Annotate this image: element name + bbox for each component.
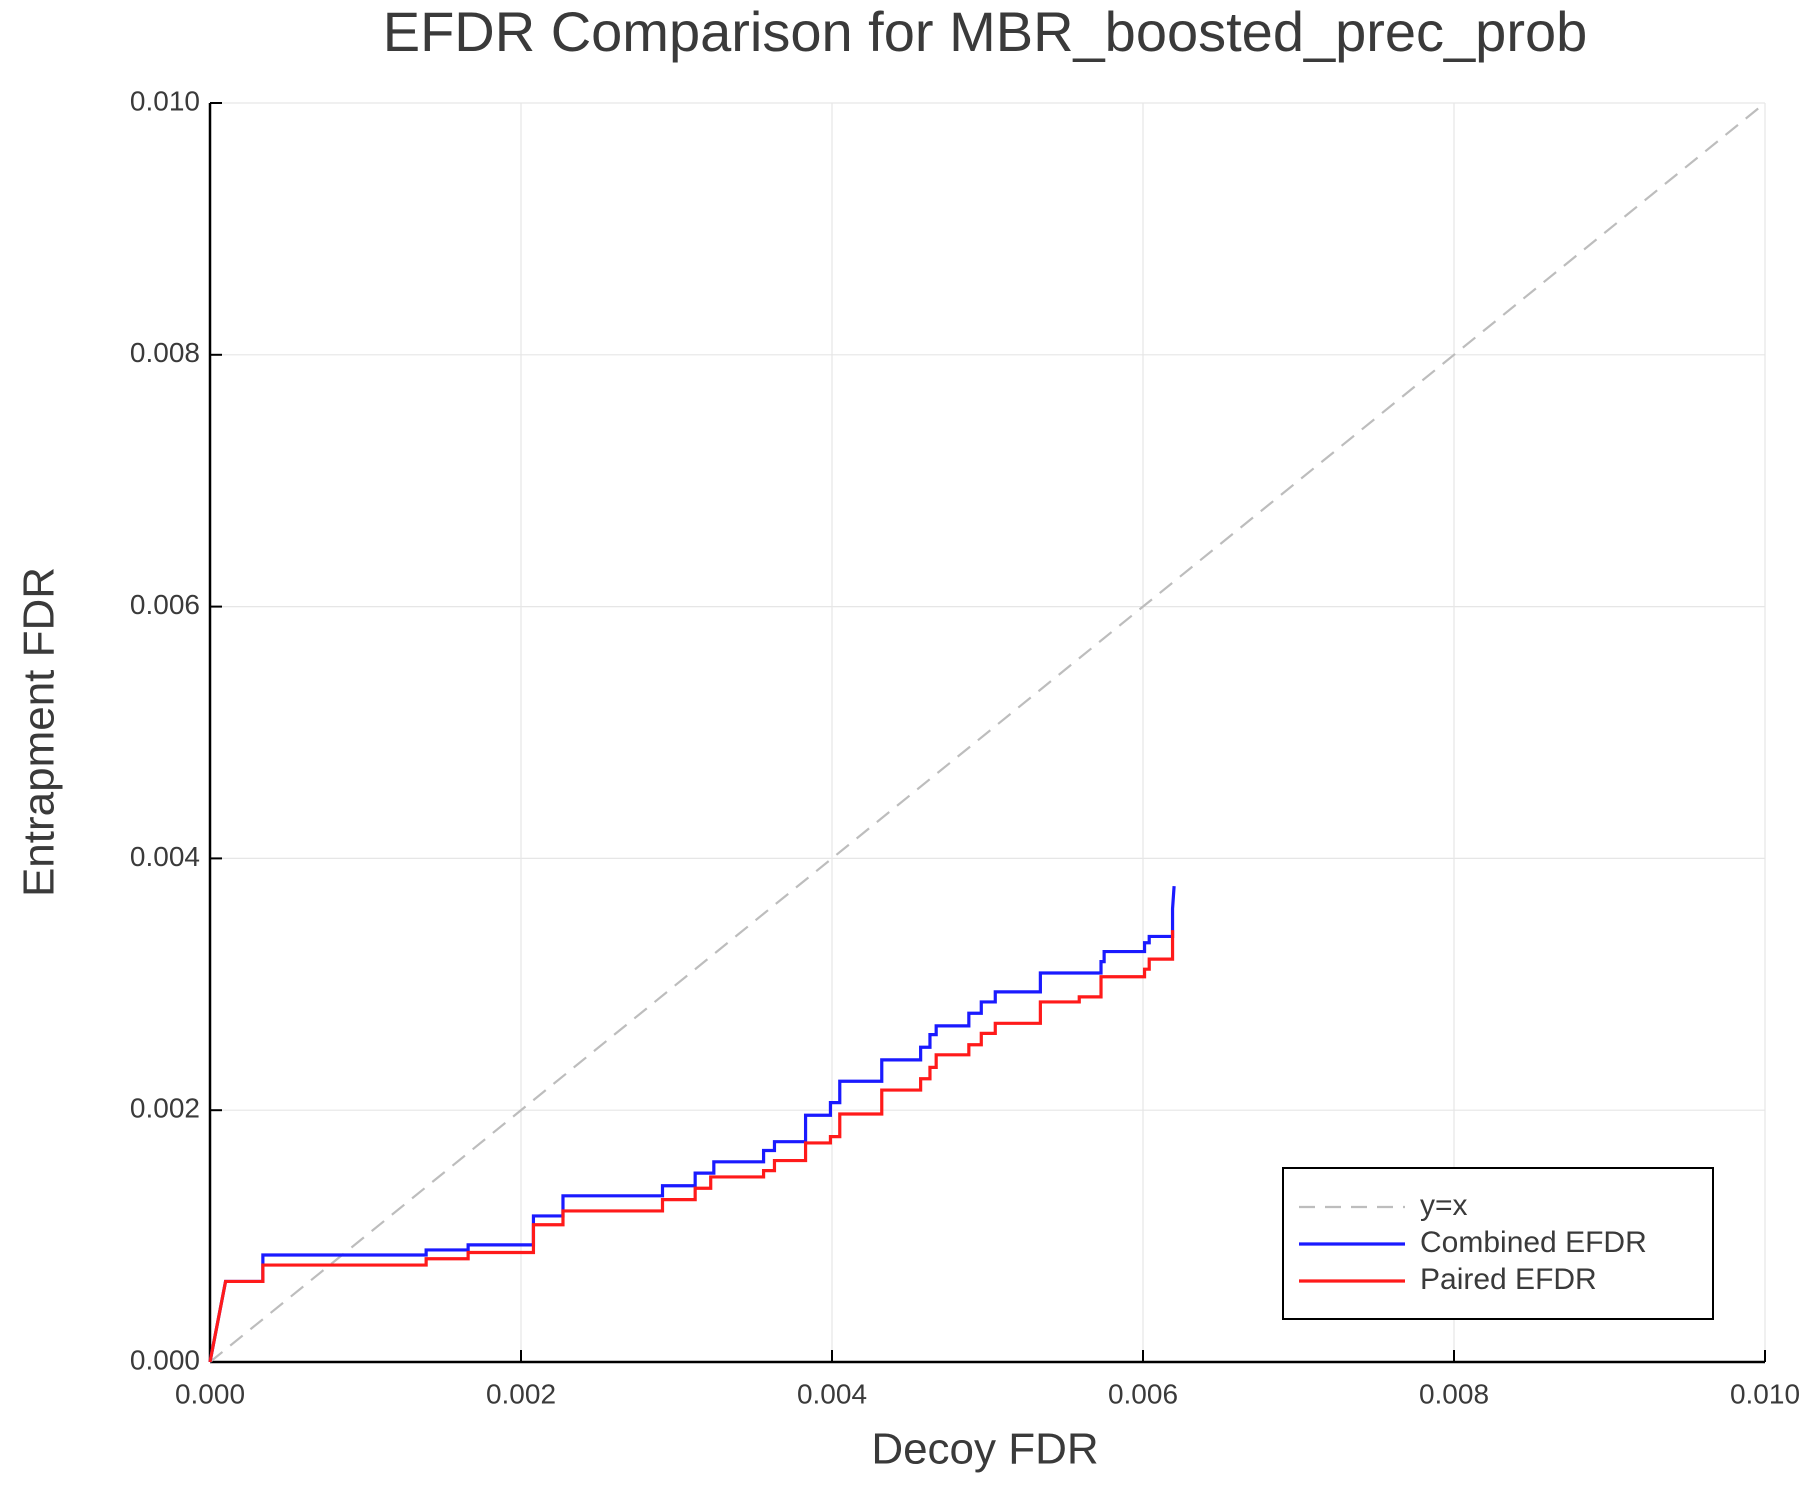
legend-label: Combined EFDR xyxy=(1420,1226,1647,1259)
y-tick-label: 0.008 xyxy=(130,337,200,368)
y-tick-label: 0.002 xyxy=(130,1093,200,1124)
y-tick-label: 0.006 xyxy=(130,589,200,620)
chart-title: EFDR Comparison for MBR_boosted_prec_pro… xyxy=(383,0,1588,63)
series-line xyxy=(208,885,1176,1363)
y-tick-label: 0.000 xyxy=(130,1344,200,1375)
y-tick-label: 0.010 xyxy=(130,85,200,116)
x-tick-label: 0.006 xyxy=(1108,1378,1178,1409)
series-line xyxy=(208,930,1175,1363)
x-tick-label: 0.000 xyxy=(175,1378,245,1409)
x-tick-label: 0.010 xyxy=(1730,1378,1800,1409)
x-axis-label: Decoy FDR xyxy=(871,1425,1098,1474)
legend-label: y=x xyxy=(1420,1189,1468,1222)
series-line xyxy=(209,102,1766,1363)
x-tick-label: 0.008 xyxy=(1419,1378,1489,1409)
legend-label: Paired EFDR xyxy=(1420,1263,1597,1296)
x-tick-label: 0.002 xyxy=(486,1378,556,1409)
y-tick-label: 0.004 xyxy=(130,841,200,872)
y-axis-label: Entrapment FDR xyxy=(15,567,64,897)
x-tick-label: 0.004 xyxy=(797,1378,867,1409)
